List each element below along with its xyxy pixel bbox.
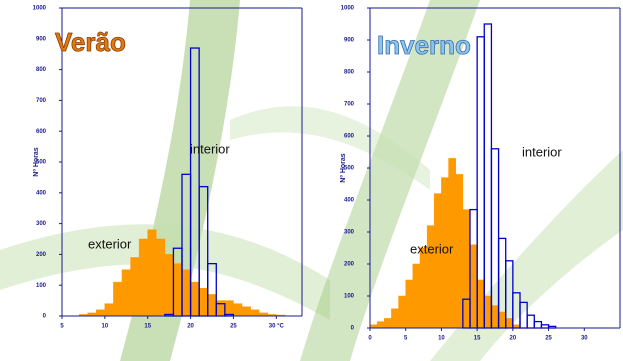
bar — [181, 269, 191, 317]
bar — [147, 229, 157, 317]
y-tick-label: 0 — [351, 326, 355, 332]
bar — [419, 247, 428, 329]
x-tick-label: 15 — [474, 336, 481, 342]
x-tick-label: 30 °C — [269, 324, 285, 330]
bar — [250, 309, 260, 317]
x-tick-label: 20 — [187, 324, 194, 330]
bar — [156, 238, 166, 317]
chart-title: Verão — [55, 27, 126, 57]
x-tick-label: 10 — [438, 336, 445, 342]
bar — [224, 300, 234, 317]
bar — [198, 288, 208, 317]
x-tick-label: 30 — [581, 336, 588, 342]
bar — [526, 314, 535, 329]
y-axis-label: Nº Horas — [33, 147, 40, 177]
bar — [241, 306, 251, 317]
y-tick-label: 500 — [344, 166, 355, 172]
bar — [216, 300, 226, 317]
y-tick-label: 900 — [36, 36, 47, 42]
y-tick-label: 500 — [36, 160, 47, 166]
bar — [498, 311, 506, 329]
y-tick-label: 600 — [344, 134, 355, 140]
bar — [455, 174, 464, 329]
x-tick-label: 0 — [368, 336, 372, 342]
bar — [96, 309, 106, 317]
y-tick-label: 400 — [344, 198, 355, 204]
series-label: exterior — [88, 236, 132, 251]
bar — [121, 269, 131, 317]
y-tick-label: 300 — [344, 230, 355, 236]
bar — [384, 318, 392, 329]
bar — [173, 263, 183, 317]
y-tick-label: 100 — [344, 294, 355, 300]
bar — [476, 279, 485, 329]
bar — [104, 303, 114, 317]
bar — [412, 263, 421, 329]
x-tick-label: 15 — [144, 324, 151, 330]
y-tick-label: 0 — [43, 314, 47, 320]
bar — [130, 257, 140, 317]
x-tick-label: 10 — [102, 324, 109, 330]
bar — [138, 238, 148, 317]
bar — [405, 279, 414, 329]
bar — [483, 23, 493, 329]
y-tick-label: 800 — [344, 70, 355, 76]
bar — [190, 281, 200, 317]
series-label: interior — [190, 141, 230, 156]
y-tick-label: 200 — [344, 262, 355, 268]
bar — [391, 308, 399, 329]
y-tick-label: 100 — [36, 283, 47, 289]
y-axis-label: Nº Horas — [340, 153, 347, 183]
bar — [376, 321, 385, 329]
bar — [164, 254, 174, 317]
series-label: interior — [522, 144, 562, 159]
chart-title: Inverno — [377, 30, 471, 60]
bar — [484, 295, 492, 329]
bar — [207, 294, 217, 317]
y-tick-label: 300 — [36, 221, 47, 227]
y-tick-label: 700 — [36, 98, 47, 104]
bar — [533, 320, 543, 329]
bar — [113, 281, 123, 317]
bar — [434, 193, 442, 329]
x-tick-label: 25 — [545, 336, 552, 342]
y-tick-label: 600 — [36, 129, 47, 135]
bar — [491, 305, 499, 329]
x-tick-label: 20 — [510, 336, 517, 342]
series-label: exterior — [410, 241, 454, 256]
y-tick-label: 400 — [36, 190, 47, 196]
bar — [233, 303, 243, 317]
y-tick-label: 900 — [344, 38, 355, 44]
y-tick-label: 1000 — [341, 6, 355, 12]
bar — [469, 244, 478, 329]
y-tick-label: 1000 — [33, 6, 47, 12]
x-tick-label: 25 — [230, 324, 237, 330]
y-tick-label: 200 — [36, 252, 47, 258]
x-tick-label: 5 — [60, 324, 64, 330]
bar — [462, 209, 471, 329]
x-tick-label: 5 — [404, 336, 408, 342]
bar — [505, 318, 514, 329]
y-tick-label: 800 — [36, 67, 47, 73]
y-tick-label: 700 — [344, 102, 355, 108]
bar — [398, 295, 406, 329]
